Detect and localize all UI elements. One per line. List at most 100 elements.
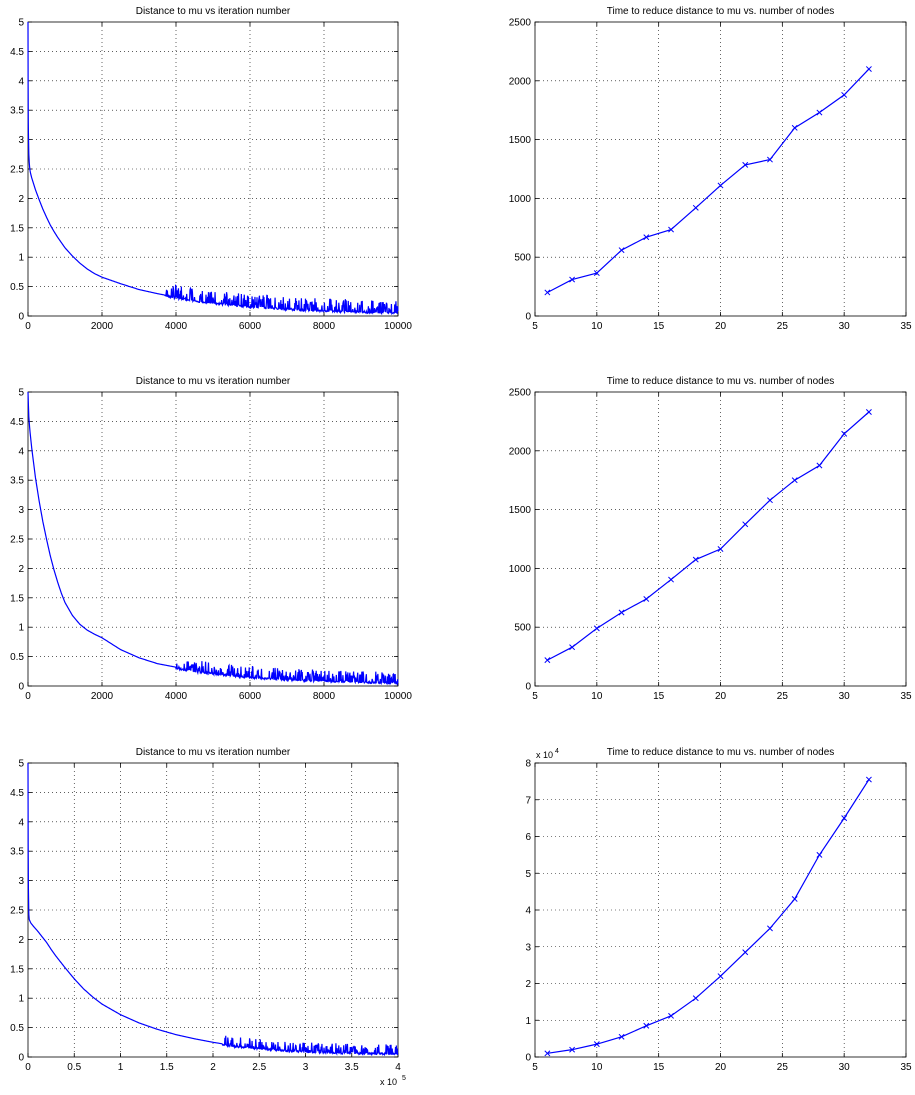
p6-point-4 (643, 1022, 650, 1029)
p6-ytick-label-8: 8 (525, 759, 531, 770)
p3-xtick-label-2: 4000 (165, 691, 188, 702)
p5-xtick-label-3: 1.5 (160, 1062, 174, 1073)
chart-time-2: 5 10 15 20 25 30 35 0 500 1000 1500 2000 2500 Time to… (509, 376, 912, 702)
p3-ytick-label-1: 0.5 (10, 652, 24, 663)
p4-ytick-label-3: 1500 (509, 505, 532, 516)
p2-ytick-label-2: 1000 (509, 194, 532, 205)
p6-point-6 (692, 995, 699, 1002)
p6-point-11 (816, 851, 823, 858)
p4-ytick-label-1: 500 (514, 623, 531, 634)
p3-ytick-label-5: 2.5 (10, 535, 24, 546)
p6-point-7 (717, 973, 724, 980)
p5-x-exponent: x 10 (380, 1077, 397, 1087)
p6-point-3 (618, 1033, 625, 1040)
p5-xtick-label-4: 2 (210, 1062, 216, 1073)
p2-point-1 (569, 276, 576, 283)
p5-ytick-label-9: 4.5 (10, 788, 24, 799)
p4-point-1 (569, 644, 576, 651)
p6-y-exponent-power: 4 (555, 748, 559, 755)
p4-point-7 (717, 546, 724, 552)
p2-point-8 (742, 161, 749, 168)
p1-ytick-label-0: 0 (18, 312, 24, 323)
p2-point-13 (865, 66, 872, 72)
p2-ytick-label-0: 0 (525, 312, 531, 323)
p5-xtick-label-8: 4 (395, 1062, 401, 1073)
p5-title: Distance to mu vs iteration number (136, 747, 291, 758)
p5-xtick-label-0: 0 (25, 1062, 31, 1073)
p4-xtick-label-1: 10 (591, 691, 603, 702)
p6-xtick-label-4: 25 (777, 1062, 789, 1073)
p2-point-2 (593, 270, 600, 277)
p1-ytick-label-7: 3.5 (10, 106, 24, 117)
p1-xtick-label-5: 10000 (384, 321, 412, 332)
p4-ytick-label-0: 0 (525, 682, 531, 693)
p2-point-0 (544, 289, 551, 296)
p5-ytick-label-7: 3.5 (10, 847, 24, 858)
p3-xtick-label-5: 10000 (384, 691, 412, 702)
p4-point-11 (816, 462, 823, 469)
p4-point-3 (618, 609, 625, 616)
p3-ytick-label-3: 1.5 (10, 593, 24, 604)
p2-xtick-label-4: 25 (777, 321, 789, 332)
p5-xtick-label-1: 0.5 (67, 1062, 81, 1073)
p1-xtick-label-4: 8000 (313, 321, 336, 332)
p6-xtick-label-0: 5 (532, 1062, 538, 1073)
p4-ytick-label-5: 2500 (509, 388, 532, 399)
p3-ytick-label-0: 0 (18, 682, 24, 693)
p1-ytick-label-4: 2 (18, 194, 24, 205)
p4-point-10 (791, 477, 798, 484)
p5-ytick-label-1: 0.5 (10, 1023, 24, 1034)
p5-x-exponent-power: 5 (402, 1075, 406, 1082)
p2-point-3 (618, 247, 625, 254)
p3-xtick-label-3: 6000 (239, 691, 262, 702)
p3-ytick-label-2: 1 (18, 623, 24, 634)
p3-ytick-label-8: 4 (18, 446, 24, 457)
p3-ytick-label-6: 3 (18, 505, 24, 516)
p6-point-10 (791, 896, 798, 902)
p1-ytick-label-1: 0.5 (10, 282, 24, 293)
p3-ytick-label-4: 2 (18, 564, 24, 575)
p2-xtick-label-6: 35 (900, 321, 912, 332)
p5-ytick-label-2: 1 (18, 994, 24, 1005)
p5-ytick-label-4: 2 (18, 935, 24, 946)
p6-point-9 (767, 925, 773, 932)
p6-point-12 (841, 815, 848, 822)
p4-ytick-label-2: 1000 (509, 564, 532, 575)
p4-point-9 (767, 497, 773, 504)
p5-ytick-label-8: 4 (18, 817, 24, 828)
p2-ytick-label-4: 2000 (509, 76, 532, 87)
p2-point-6 (692, 204, 699, 211)
p2-point-5 (668, 226, 674, 233)
p5-xtick-label-6: 3 (303, 1062, 309, 1073)
chart-distance-1: 0 2000 4000 6000 8000 10000 0 0.5 1 1.5 2 2.5 3 3.5 4 4… (10, 6, 412, 332)
p1-ytick-label-6: 3 (18, 135, 24, 146)
chart-time-1: 5 10 15 20 25 30 35 0 500 1000 1500 2000 2500 Time to… (509, 6, 912, 332)
p4-xtick-label-2: 15 (653, 691, 665, 702)
p6-ytick-label-3: 3 (525, 942, 531, 953)
p2-point-10 (791, 124, 798, 131)
p6-point-13 (865, 776, 872, 783)
p6-point-5 (668, 1012, 674, 1019)
p3-series-line-0 (27, 391, 399, 686)
p4-xtick-label-0: 5 (532, 691, 538, 702)
p1-xtick-label-0: 0 (25, 321, 31, 332)
p2-xtick-label-5: 30 (839, 321, 851, 332)
p6-ytick-label-4: 4 (525, 906, 531, 917)
p6-point-0 (544, 1050, 551, 1057)
p4-point-4 (643, 596, 650, 602)
p4-point-6 (692, 556, 699, 563)
p5-xtick-label-5: 2.5 (252, 1062, 266, 1073)
p5-ytick-label-3: 1.5 (10, 964, 24, 975)
p3-ytick-label-7: 3.5 (10, 476, 24, 487)
p6-point-2 (593, 1041, 600, 1048)
p6-point-8 (742, 949, 749, 956)
p2-point-12 (841, 91, 848, 98)
p4-point-0 (544, 657, 551, 664)
p2-xtick-label-1: 10 (591, 321, 603, 332)
p4-point-13 (865, 409, 872, 415)
p6-point-1 (569, 1046, 576, 1053)
p2-point-9 (767, 156, 773, 163)
p4-title: Time to reduce distance to mu vs. number… (607, 376, 835, 387)
p3-xtick-label-1: 2000 (91, 691, 114, 702)
p1-xtick-label-1: 2000 (91, 321, 114, 332)
